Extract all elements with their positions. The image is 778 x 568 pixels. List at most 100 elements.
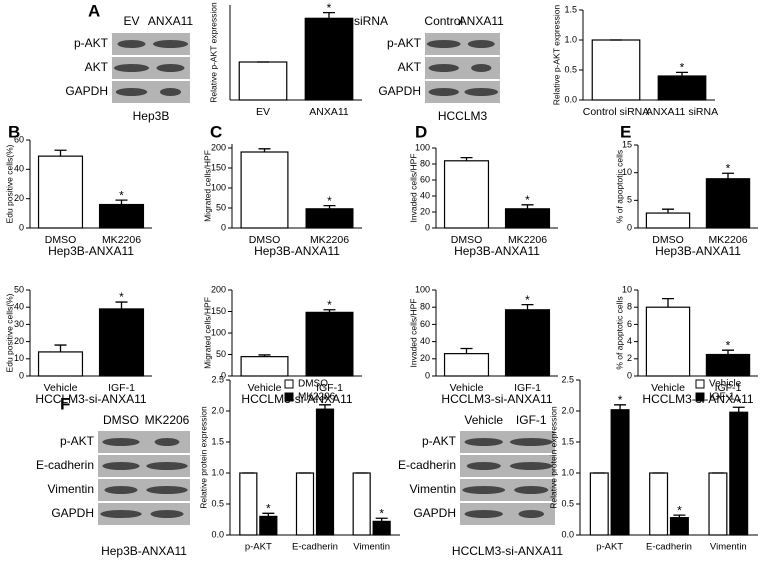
error-bar [460, 347, 473, 354]
y-tick-label: 150 [211, 306, 226, 316]
blot-band [104, 486, 138, 494]
y-tick-label: 2.5 [561, 374, 574, 384]
error-bar [732, 406, 745, 413]
blot-band [428, 88, 459, 96]
error-bar [258, 354, 271, 357]
y-tick-label: 1.0 [211, 467, 224, 477]
x-tick-label: EV [256, 106, 270, 118]
blot-row-label: Vimentin [48, 482, 94, 496]
y-tick-label: 0 [627, 222, 632, 232]
y-tick-label: 6 [627, 319, 632, 329]
blot-band [464, 510, 503, 518]
significance-mark: * [736, 395, 741, 409]
y-tick-label: 10 [622, 284, 632, 294]
blot-band [100, 510, 142, 518]
error-bar [54, 344, 67, 352]
y-tick-label: 1.5 [211, 436, 224, 446]
significance-mark: * [119, 188, 124, 202]
y-axis-label: Relative p-AKT expression [208, 2, 218, 103]
y-tick-label: 100 [415, 284, 430, 294]
y-axis-label: % of apoptotic cells [614, 296, 624, 369]
y-tick-label: 0.5 [561, 498, 574, 508]
x-tick-label: E-cadherin [292, 542, 338, 553]
error-bar [673, 514, 686, 518]
blot-strip [98, 503, 190, 525]
y-tick-label: 0.0 [564, 94, 577, 104]
blot-band [514, 486, 549, 494]
bar [705, 353, 751, 377]
bar [305, 208, 354, 229]
y-tick-label: 15 [622, 139, 632, 149]
blot-band [117, 40, 146, 48]
y-tick-label: 0.5 [211, 498, 224, 508]
y-tick-label: 2.0 [561, 405, 574, 415]
blot-band [509, 438, 553, 446]
significance-mark: * [525, 293, 530, 307]
blot-row-label: AKT [85, 60, 109, 74]
x-axis-label: HCCLM3-si-ANXA11 [441, 392, 552, 406]
blot-strip [98, 455, 190, 477]
y-tick-label: 1.5 [561, 436, 574, 446]
y-tick-label: 150 [211, 162, 226, 172]
x-tick-label: DMSO [249, 234, 281, 246]
bar [645, 212, 691, 229]
bar [98, 308, 145, 377]
significance-mark: * [327, 298, 332, 312]
x-tick-label: IGF-1 [316, 382, 343, 394]
bar [443, 160, 490, 229]
panel-label: E [620, 122, 631, 141]
x-tick-label: Vehicle [450, 382, 484, 394]
y-tick-label: 0 [19, 370, 24, 380]
y-axis-label: Migrated cells/HPF [202, 297, 212, 369]
y-tick-label: 60 [420, 174, 430, 184]
blot-row-label: p-AKT [74, 36, 109, 50]
panel-label: A [88, 1, 100, 20]
significance-mark: * [680, 61, 685, 75]
error-bar [323, 204, 336, 209]
significance-mark: * [266, 501, 271, 515]
legend-swatch [695, 379, 705, 389]
y-tick-label: 50 [14, 284, 24, 294]
y-tick-label: 100 [415, 142, 430, 152]
legend-label: IGF-1 [709, 392, 735, 403]
blot-band [159, 88, 182, 96]
bar [657, 75, 707, 101]
y-tick-label: 30 [14, 319, 24, 329]
y-tick-label: 0 [19, 222, 24, 232]
blot-caption: HCCLM3-si-ANXA11 [452, 544, 563, 558]
y-tick-label: 2.0 [211, 405, 224, 415]
blot-lane-label: MK2206 [145, 413, 190, 427]
blot-caption: Hep3B [133, 109, 170, 123]
blot-band [113, 64, 150, 72]
y-tick-label: 200 [211, 284, 226, 294]
blot-band [466, 462, 501, 470]
significance-mark: * [525, 193, 530, 207]
y-tick-label: 40 [420, 190, 430, 200]
significance-mark: * [327, 194, 332, 208]
x-tick-label: Vehicle [44, 382, 78, 394]
x-tick-label: Vimentin [353, 542, 390, 553]
x-axis-label: Hep3B-ANXA11 [454, 244, 540, 258]
y-axis-label: Relative protein expression [198, 406, 208, 509]
blot-strip [425, 81, 500, 103]
significance-mark: * [119, 290, 124, 304]
bar [240, 356, 289, 377]
y-tick-label: 0 [425, 222, 430, 232]
y-axis-label: Edu positive cells(%) [4, 144, 14, 223]
error-bar [323, 11, 335, 19]
x-tick-label: p-AKT [596, 542, 623, 553]
x-tick-label: Vimentin [710, 542, 747, 553]
blot-row-label: E-cadherin [36, 458, 94, 472]
blot-row-label: p-AKT [60, 434, 95, 448]
panel-label: F [60, 394, 70, 413]
blot-row-label: GAPDH [378, 84, 421, 98]
y-tick-label: 1.0 [561, 467, 574, 477]
y-tick-label: 10 [14, 353, 24, 363]
bar [591, 39, 641, 101]
y-tick-label: 20 [420, 353, 430, 363]
blot-band [115, 88, 148, 96]
blot-strip [425, 33, 500, 55]
significance-mark: * [379, 506, 384, 520]
blot-band [102, 462, 140, 470]
x-tick-label: MK2206 [708, 234, 747, 246]
